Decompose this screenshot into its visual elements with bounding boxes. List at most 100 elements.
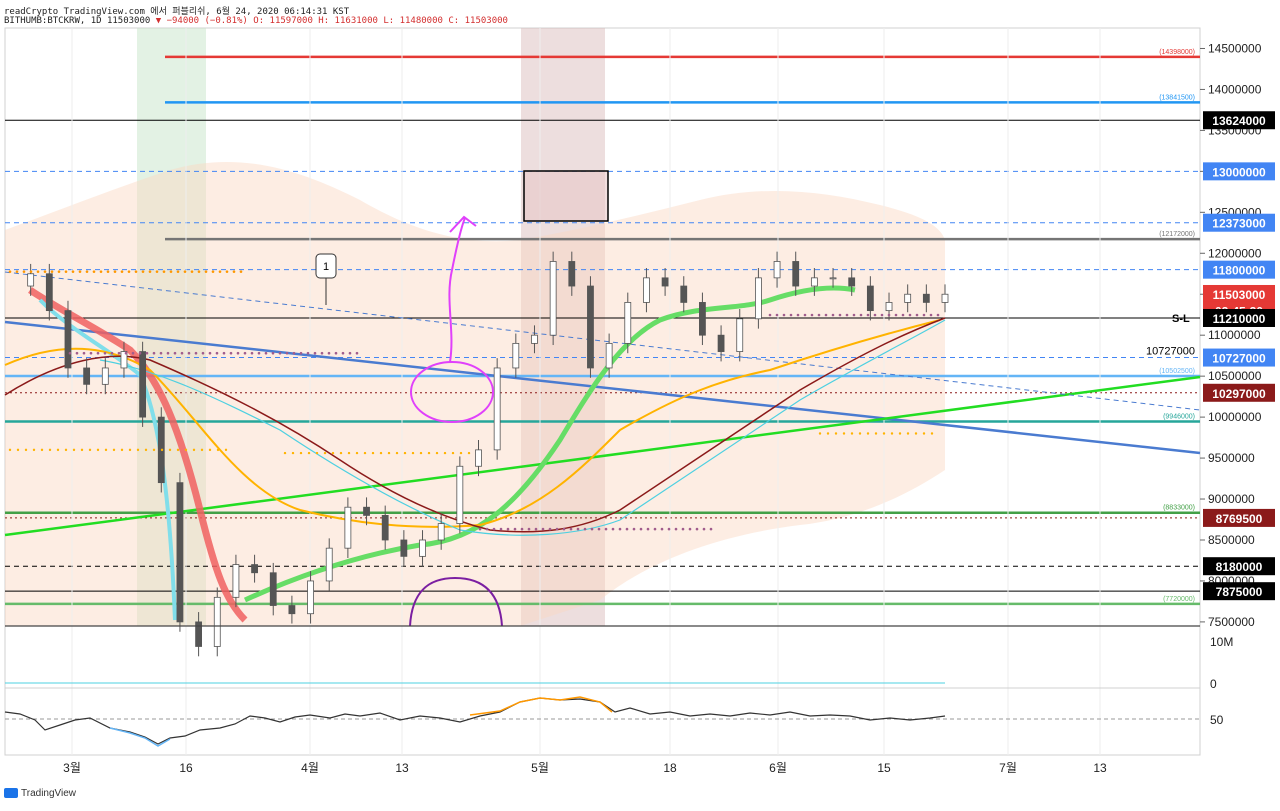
signal-dot (162, 270, 166, 273)
price-badge (1203, 557, 1275, 576)
signal-dot (110, 351, 114, 355)
price-badge-label: 13000000 (1212, 165, 1266, 179)
signal-dot (176, 448, 180, 452)
y-tick-label: 14000000 (1208, 82, 1262, 96)
signal-dot (569, 527, 573, 531)
signal-dot (190, 270, 194, 273)
signal-dot (379, 451, 383, 455)
signal-dot (222, 351, 226, 355)
signal-dot (141, 270, 145, 273)
candle-body (736, 318, 744, 352)
signal-dot (403, 451, 407, 455)
signal-dot (339, 451, 343, 455)
candle-body (437, 523, 445, 541)
signal-dot (120, 448, 124, 452)
y-tick-label: 10000000 (1208, 410, 1262, 424)
y-tick-label: 10500000 (1208, 369, 1262, 383)
signal-dot (236, 351, 240, 355)
signal-dot (16, 448, 20, 452)
signal-dot (922, 432, 926, 435)
x-tick-label: 6월 (769, 761, 787, 775)
candle-body (755, 277, 762, 320)
signal-dot (96, 448, 100, 452)
signal-dot (347, 451, 351, 455)
candle-body (176, 482, 184, 623)
candle-body (568, 261, 576, 287)
brand-logo[interactable]: TradingView (4, 788, 76, 799)
candle-body (325, 547, 333, 582)
candle-body (251, 564, 258, 574)
signal-dot (184, 448, 188, 452)
candle-body (344, 506, 352, 549)
signal-dot (224, 448, 228, 452)
x-tick-label: 16 (179, 761, 193, 775)
signal-dot (817, 313, 821, 317)
signal-dot (387, 451, 391, 455)
signal-dot (215, 351, 219, 355)
trendline-green (4, 375, 1201, 537)
signal-dot (152, 351, 156, 355)
signal-dot (29, 270, 33, 273)
signal-dot (127, 270, 131, 273)
signal-dot (859, 313, 863, 317)
signal-dot (803, 313, 807, 317)
signal-dot (341, 351, 345, 355)
signal-dot (134, 270, 138, 273)
signal-dot (492, 527, 496, 531)
signal-dot (632, 527, 636, 531)
candle-body (213, 596, 221, 647)
signal-dot (120, 270, 124, 273)
signal-dot (75, 351, 79, 355)
signal-dot (646, 527, 650, 531)
osc-label: 50 (1210, 713, 1224, 727)
signal-dot (315, 451, 319, 455)
signal-dot (834, 432, 838, 435)
signal-dot (451, 451, 455, 455)
signal-dot (667, 527, 671, 531)
signal-dot (71, 270, 75, 273)
signal-dot (187, 351, 191, 355)
box-annotation (523, 170, 609, 222)
signal-dot (306, 351, 310, 355)
candle-body (400, 539, 408, 557)
signal-dot (908, 313, 912, 317)
signal-dot (104, 448, 108, 452)
signal-dot (866, 432, 870, 435)
ma-orange (4, 319, 941, 528)
signal-dot (43, 270, 47, 273)
signal-dot (427, 451, 431, 455)
signal-dot (639, 527, 643, 531)
signal-dot (183, 270, 187, 273)
signal-dot (796, 313, 800, 317)
signal-dot (894, 313, 898, 317)
signal-dot (618, 527, 622, 531)
signal-dot (597, 527, 601, 531)
level-label: (7720000) (1163, 596, 1195, 603)
oscillator-lo (109, 727, 171, 747)
x-tick-label: 13 (395, 761, 409, 775)
candle-body (587, 285, 594, 369)
candle-body (792, 261, 800, 287)
price-badge-label: 7875000 (1216, 585, 1263, 599)
price-badge-label: 8180000 (1216, 560, 1263, 574)
oscillator-hi (469, 696, 613, 716)
signal-dot (826, 432, 830, 435)
signal-dot (48, 448, 52, 452)
signal-dot (695, 527, 699, 531)
arrow-annotation (448, 215, 477, 363)
highlight-zone-green (137, 28, 206, 626)
signal-dot (768, 313, 772, 317)
price-badge (1203, 508, 1275, 527)
signal-dot (103, 351, 107, 355)
candle-body (866, 285, 874, 312)
level-label: (8833000) (1163, 505, 1195, 512)
level-label: (10502500) (1159, 368, 1195, 375)
signal-dot (355, 351, 359, 355)
signal-dot (459, 451, 463, 455)
signal-dot (138, 351, 142, 355)
signal-dot (874, 432, 878, 435)
signal-dot (782, 313, 786, 317)
signal-dot (168, 448, 172, 452)
signal-dot (604, 527, 608, 531)
candle-body (83, 367, 91, 385)
